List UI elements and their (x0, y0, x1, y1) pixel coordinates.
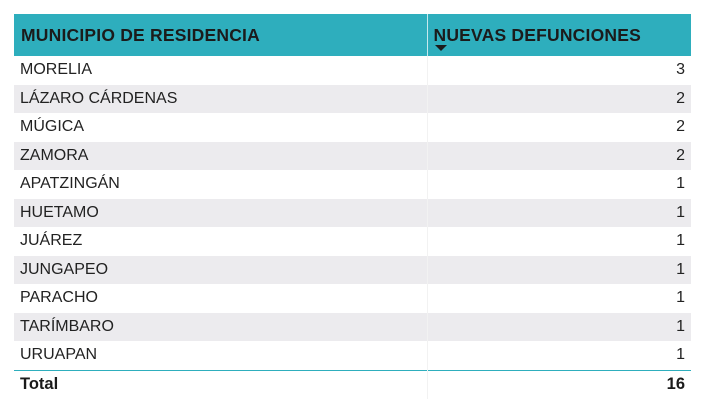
cell-municipio: HUETAMO (14, 198, 427, 227)
column-header-defunciones[interactable]: NUEVAS DEFUNCIONES (426, 14, 691, 56)
total-value: 16 (426, 369, 691, 399)
cell-municipio: JUNGAPEO (14, 255, 427, 284)
cell-municipio: APATZINGÁN (14, 170, 427, 199)
table-row[interactable]: JUNGAPEO 1 (14, 255, 691, 284)
column-header-defunciones-label: NUEVAS DEFUNCIONES (433, 24, 641, 45)
table-row[interactable]: APATZINGÁN 1 (14, 170, 691, 199)
cell-municipio: ZAMORA (14, 141, 427, 170)
cell-municipio: MORELIA (14, 56, 427, 85)
cell-defunciones: 1 (426, 170, 691, 199)
cell-defunciones: 2 (426, 141, 691, 170)
table-row[interactable]: MÚGICA 2 (14, 113, 691, 142)
cell-municipio: LÁZARO CÁRDENAS (14, 84, 427, 113)
cell-municipio: MÚGICA (14, 113, 427, 142)
cell-defunciones: 1 (426, 198, 691, 227)
table-row[interactable]: JUÁREZ 1 (14, 227, 691, 256)
total-row: Total 16 (14, 369, 691, 399)
cell-municipio: TARÍMBARO (14, 312, 427, 341)
header-row: MUNICIPIO DE RESIDENCIA NUEVAS DEFUNCION… (14, 14, 691, 56)
table-row[interactable]: TARÍMBARO 1 (14, 312, 691, 341)
table-row[interactable]: URUAPAN 1 (14, 341, 691, 370)
sort-descending-icon[interactable] (434, 45, 447, 51)
cell-defunciones: 1 (426, 255, 691, 284)
cell-municipio: JUÁREZ (14, 227, 427, 256)
cell-defunciones: 1 (426, 341, 691, 370)
cell-municipio: PARACHO (14, 284, 427, 313)
cell-defunciones: 1 (426, 284, 691, 313)
data-table: MUNICIPIO DE RESIDENCIA NUEVAS DEFUNCION… (14, 14, 691, 399)
cell-defunciones: 1 (426, 227, 691, 256)
cell-defunciones: 1 (426, 312, 691, 341)
cell-defunciones: 2 (426, 84, 691, 113)
column-header-municipio[interactable]: MUNICIPIO DE RESIDENCIA (14, 14, 427, 56)
table-row[interactable]: LÁZARO CÁRDENAS 2 (14, 84, 691, 113)
total-label: Total (14, 369, 427, 399)
cell-defunciones: 3 (426, 56, 691, 85)
table-row[interactable]: PARACHO 1 (14, 284, 691, 313)
table-row[interactable]: MORELIA 3 (14, 56, 691, 85)
cell-municipio: URUAPAN (14, 341, 427, 370)
table-row[interactable]: HUETAMO 1 (14, 198, 691, 227)
cell-defunciones: 2 (426, 113, 691, 142)
table-row[interactable]: ZAMORA 2 (14, 141, 691, 170)
table-visual: MUNICIPIO DE RESIDENCIA NUEVAS DEFUNCION… (14, 14, 691, 399)
